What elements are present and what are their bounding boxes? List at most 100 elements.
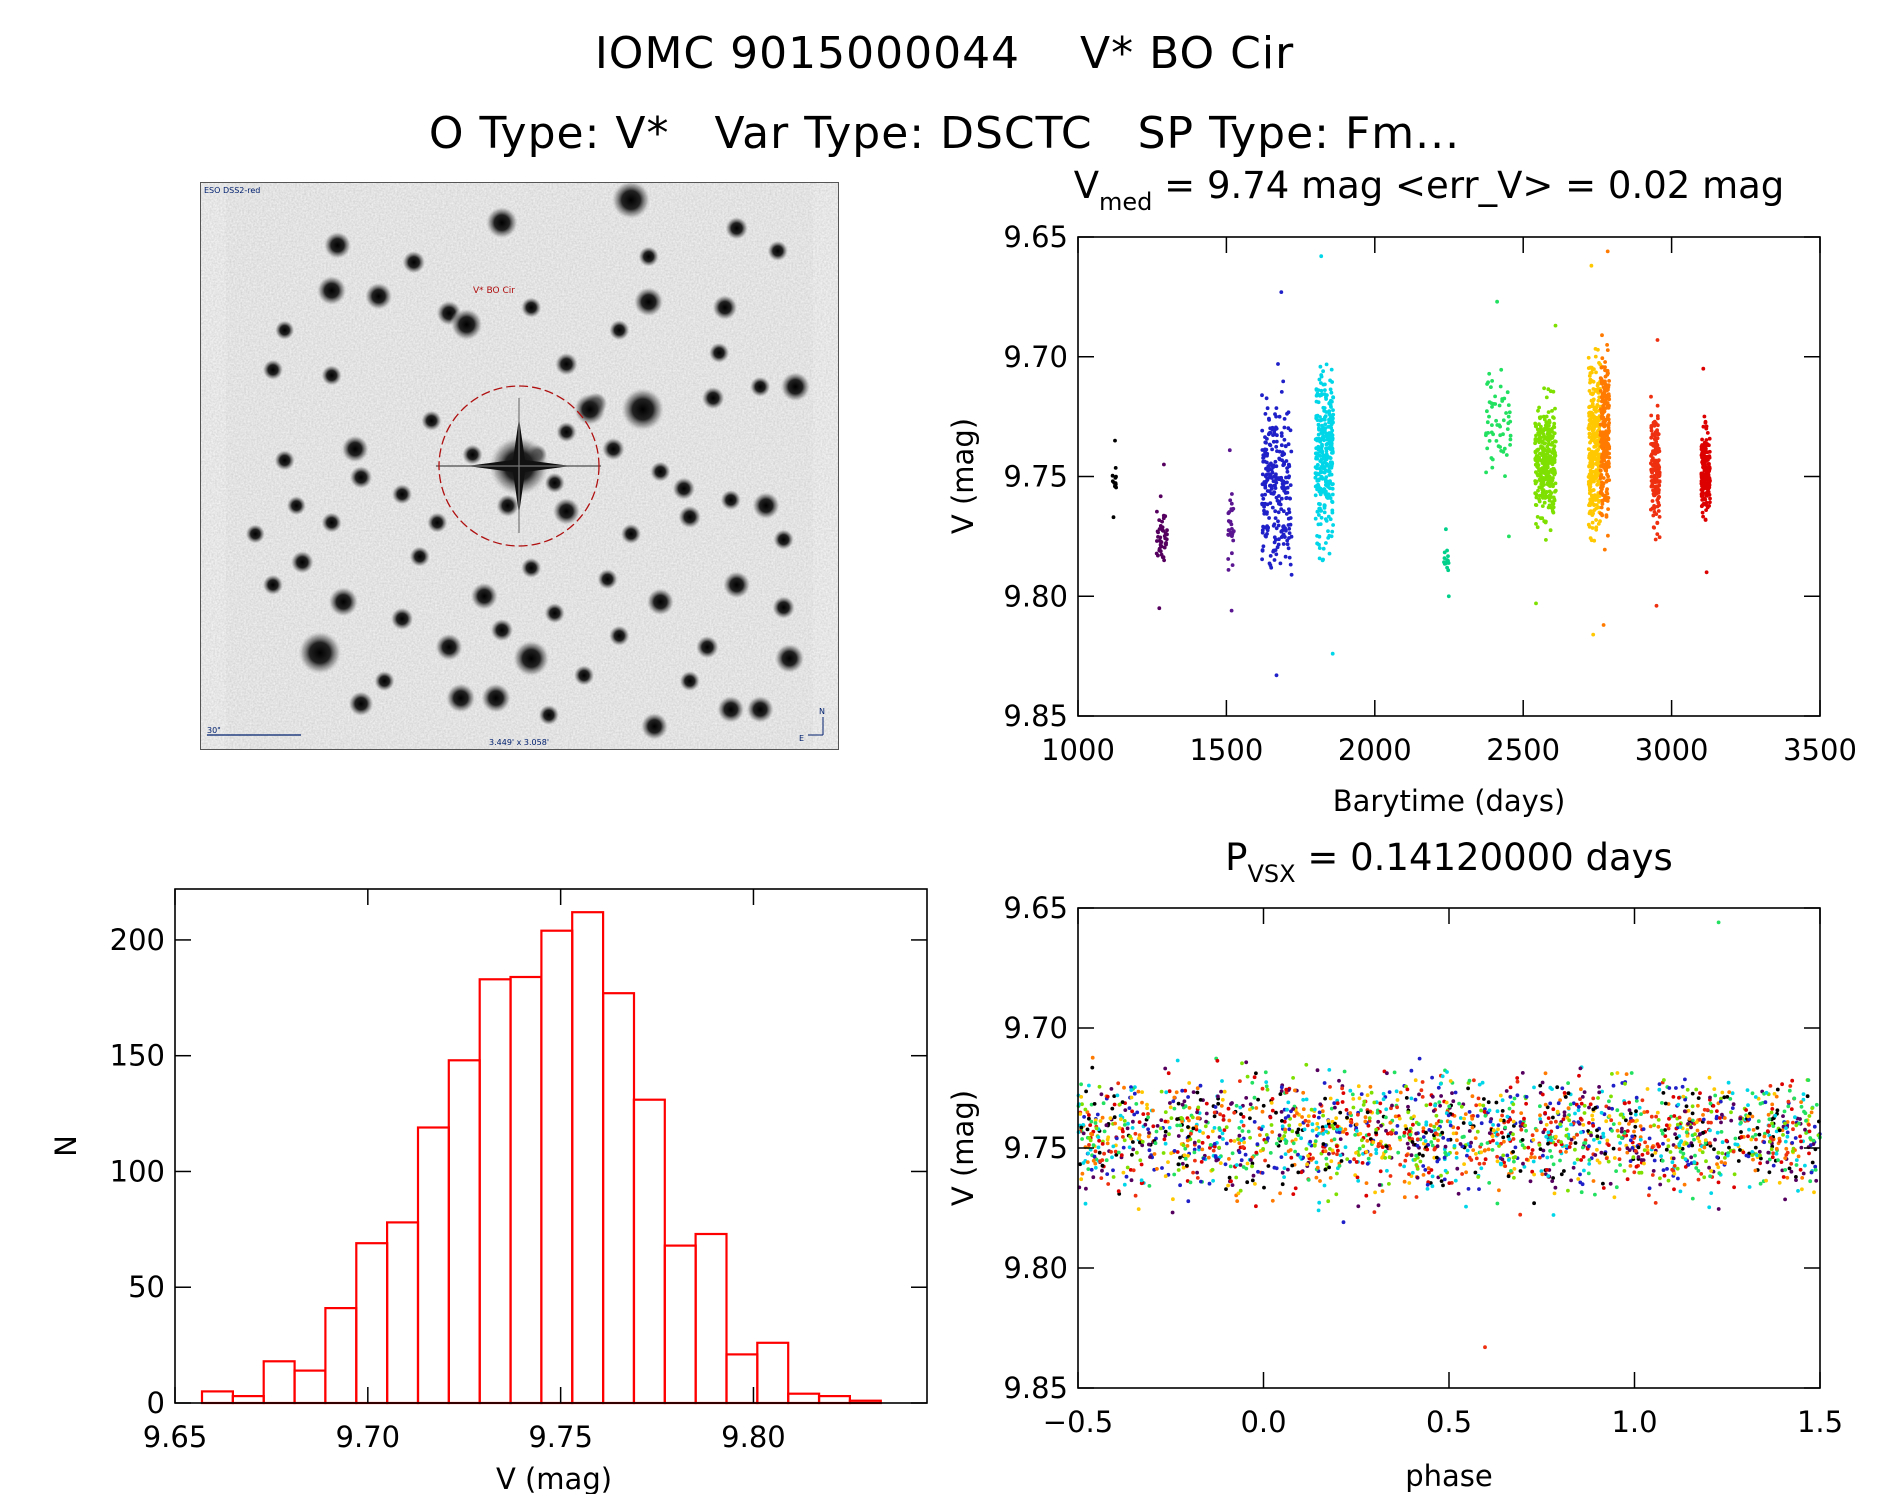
phased-curve-point: [1593, 1153, 1598, 1157]
phased-curve-point: [1645, 1148, 1650, 1153]
finder-star: [719, 488, 742, 511]
phased-curve-point: [1433, 1131, 1438, 1136]
phased-curve-point: [1731, 1149, 1736, 1154]
finder-star: [543, 602, 566, 625]
light-curve-point: [1162, 534, 1167, 538]
phased-curve-point: [1718, 1116, 1722, 1120]
phased-curve-point: [1332, 1137, 1337, 1142]
phased-curve-point: [1286, 1167, 1290, 1172]
phased-curve-point: [1508, 1117, 1513, 1122]
phased-curve-point: [1532, 1201, 1536, 1206]
phased-curve-point: [1174, 1090, 1179, 1095]
phased-curve-point: [1183, 1156, 1188, 1161]
light-curve-point: [1589, 538, 1594, 543]
light-curve-point: [1328, 479, 1332, 483]
light-curve-point: [1279, 290, 1284, 294]
light-curve-point: [1599, 473, 1604, 477]
light-curve-point: [1279, 434, 1284, 438]
phased-curve-point: [1659, 1128, 1664, 1133]
light-curve-xlabel: Barytime (days): [1333, 784, 1566, 818]
phased-curve-point: [1409, 1116, 1414, 1120]
light-curve-point: [1325, 441, 1330, 446]
phased-curve-point: [1216, 1094, 1220, 1099]
phased-curve-point: [1146, 1115, 1150, 1120]
phased-curve-point: [1097, 1150, 1102, 1155]
light-curve-point: [1276, 519, 1280, 524]
phased-curve-point: [1566, 1091, 1571, 1096]
phased-curve-point: [1100, 1142, 1105, 1146]
phased-curve-point: [1274, 1110, 1278, 1115]
phased-curve-point: [1334, 1192, 1339, 1197]
light-curve-point: [1317, 377, 1322, 382]
phased-curve-point: [1506, 1174, 1511, 1179]
phased-curve-point: [1081, 1123, 1086, 1127]
light-curve-point: [1551, 505, 1556, 510]
phased-curve-point: [1475, 1129, 1480, 1134]
phased-curve-point: [1274, 1166, 1279, 1171]
phased-curve-point: [1771, 1163, 1776, 1168]
light-curve-point: [1263, 451, 1268, 456]
phased-curve-point: [1361, 1103, 1366, 1107]
phased-curve-point: [1519, 1127, 1524, 1132]
light-curve-point: [1596, 458, 1601, 463]
phased-curve-point: [1470, 1094, 1475, 1099]
phased-curve-point: [1252, 1120, 1257, 1124]
light-curve-point: [1537, 456, 1541, 461]
finder-star: [420, 409, 443, 432]
phased-curve-point: [1146, 1112, 1150, 1116]
phased-curve-point: [1708, 1101, 1713, 1106]
phased-curve-point: [1387, 1155, 1392, 1160]
phased-curve-point: [1288, 1148, 1293, 1152]
phased-curve-point: [1758, 1161, 1762, 1166]
finder-star: [608, 319, 631, 342]
phased-curve-point: [1381, 1097, 1386, 1102]
phased-curve-point: [1088, 1147, 1093, 1152]
light-curve-point: [1260, 557, 1264, 562]
phased-curve-point: [1811, 1138, 1816, 1143]
light-curve-point: [1285, 469, 1290, 474]
phased-curve-point: [1404, 1084, 1408, 1089]
phased-curve-point: [1180, 1161, 1185, 1166]
light-curve-point: [1283, 491, 1288, 495]
phased-curve-point: [1589, 1133, 1593, 1138]
phased-curve-point: [1129, 1095, 1134, 1100]
phased-curve-point: [1315, 1165, 1320, 1170]
phased-curve-point: [1282, 1134, 1287, 1138]
light-curve-point: [1158, 542, 1163, 547]
phased-curve-point: [1524, 1157, 1529, 1162]
phased-curve-point: [1081, 1131, 1086, 1136]
phased-curve-point: [1270, 1097, 1275, 1101]
histogram-bar: [447, 1059, 481, 1405]
phased-curve-point: [1672, 1164, 1677, 1168]
light-curve-point: [1703, 497, 1708, 502]
phased-curve-point: [1599, 1110, 1604, 1115]
light-curve-point: [1655, 403, 1660, 408]
phased-curve-point: [1416, 1122, 1421, 1127]
light-curve-point: [1282, 425, 1287, 430]
light-curve-point: [1655, 532, 1660, 536]
phased-curve-point: [1315, 1121, 1320, 1126]
light-curve-point: [1700, 484, 1704, 488]
phased-curve-point: [1221, 1118, 1226, 1122]
phased-curve-point: [1112, 1094, 1117, 1098]
phased-curve-point: [1559, 1172, 1564, 1177]
light-curve-point: [1260, 530, 1265, 535]
light-curve-point: [1329, 447, 1334, 452]
phased-curve-point: [1335, 1152, 1339, 1157]
phased-curve-point: [1293, 1137, 1298, 1142]
light-curve-point: [1318, 486, 1323, 491]
phased-curve-point: [1634, 1099, 1639, 1103]
phased-curve-point: [1775, 1108, 1780, 1113]
phased-curve-point: [1212, 1144, 1217, 1149]
phased-curve-point: [1379, 1123, 1383, 1128]
phased-curve-point: [1609, 1118, 1614, 1123]
phased-curve-point: [1217, 1126, 1222, 1130]
phased-curve-point: [1351, 1105, 1356, 1110]
phased-curve-point: [1694, 1120, 1699, 1124]
phased-curve-point: [1090, 1065, 1095, 1070]
phased-curve-point: [1642, 1161, 1646, 1166]
phased-curve-point: [1568, 1102, 1573, 1107]
phased-curve-point: [1269, 1101, 1274, 1105]
light-curve-point: [1486, 380, 1490, 385]
light-curve-point: [1606, 385, 1611, 390]
